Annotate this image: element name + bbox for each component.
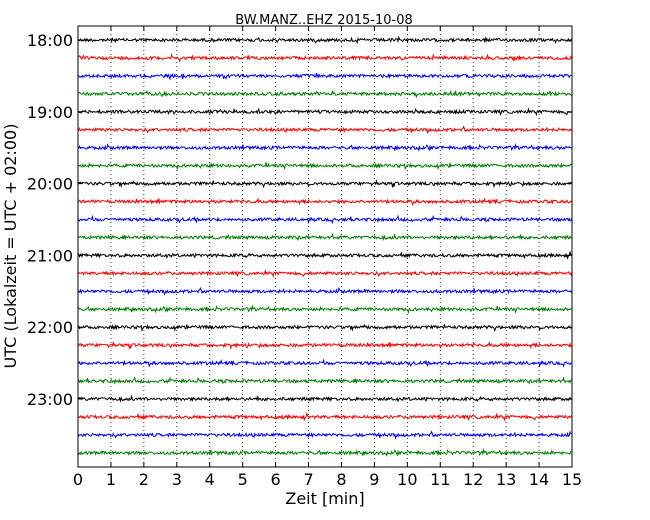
x-tick-label: 11 (430, 470, 450, 489)
x-tick-label: 12 (463, 470, 483, 489)
x-tick-label: 14 (529, 470, 549, 489)
y-tick-label: 21:00 (27, 246, 73, 265)
trace-line (77, 376, 572, 385)
y-tick-label: 18:00 (27, 31, 73, 50)
traces (77, 35, 573, 458)
trace-line (77, 52, 573, 63)
x-tick-label: 5 (238, 470, 248, 489)
x-tick-label: 3 (172, 470, 182, 489)
trace-line (77, 250, 572, 260)
y-tick-label: 23:00 (27, 390, 73, 409)
trace-line (77, 323, 573, 332)
grid-lines (110, 26, 540, 467)
x-tick-label: 6 (271, 470, 281, 489)
x-tick-label: 2 (139, 470, 149, 489)
trace-line (77, 304, 572, 315)
trace-line (77, 89, 573, 99)
x-tick-label: 7 (303, 470, 313, 489)
trace-line (77, 340, 573, 351)
x-tick-label: 15 (562, 470, 582, 489)
plot-frame (77, 25, 573, 468)
y-tick-label: 20:00 (27, 175, 73, 194)
x-tick-label: 8 (336, 470, 346, 489)
trace-line (77, 107, 572, 117)
x-tick-label: 9 (369, 470, 379, 489)
y-tick-label: 22:00 (27, 318, 73, 337)
trace-line (77, 125, 572, 135)
x-axis-label: Zeit [min] (285, 489, 364, 508)
trace-line (77, 358, 572, 368)
trace-line (77, 214, 573, 225)
trace-line (78, 232, 572, 242)
y-axis-label: UTC (Lokalzeit = UTC + 02:00) (1, 124, 20, 369)
trace-line (77, 447, 572, 458)
trace-line (77, 72, 572, 81)
trace-line (77, 286, 573, 296)
x-tick-label: 0 (73, 470, 83, 489)
trace-line (77, 162, 572, 171)
trace-line (77, 268, 573, 279)
trace-line (77, 35, 573, 45)
x-tick-label: 10 (397, 470, 417, 489)
trace-line (77, 179, 572, 189)
chart-title: BW.MANZ..EHZ 2015-10-08 (235, 13, 413, 28)
trace-line (77, 142, 572, 152)
x-tick-label: 13 (496, 470, 516, 489)
trace-line (77, 394, 572, 403)
trace-line (77, 430, 572, 440)
x-axis-ticks: 0 1 2 3 4 5 6 7 8 9 10 11 12 13 14 15 (73, 26, 582, 489)
y-axis-ticks: 18:00 19:00 20:00 21:00 22:00 23:00 (27, 31, 572, 409)
trace-line (77, 197, 572, 206)
x-tick-label: 1 (106, 470, 116, 489)
trace-line (77, 412, 572, 422)
x-tick-label: 4 (205, 470, 215, 489)
y-tick-label: 19:00 (27, 103, 73, 122)
